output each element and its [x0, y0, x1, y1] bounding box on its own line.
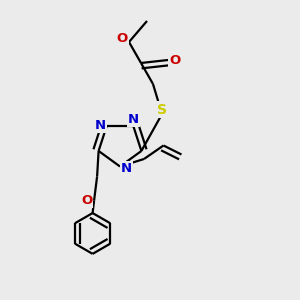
Text: N: N: [128, 113, 139, 126]
Text: O: O: [81, 194, 92, 207]
Text: N: N: [121, 162, 132, 176]
Text: S: S: [157, 103, 167, 116]
Text: N: N: [94, 119, 106, 132]
Text: O: O: [169, 53, 180, 67]
Text: O: O: [117, 32, 128, 46]
